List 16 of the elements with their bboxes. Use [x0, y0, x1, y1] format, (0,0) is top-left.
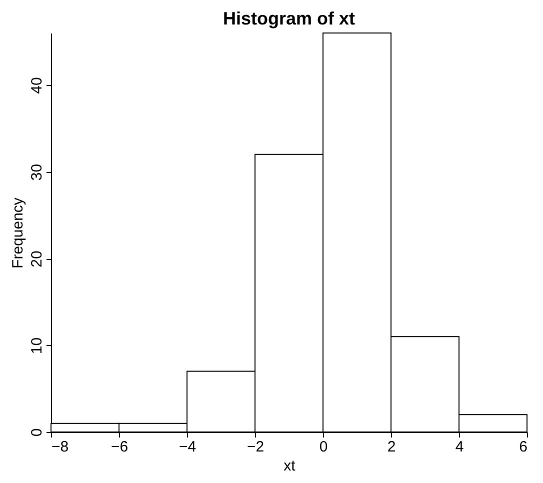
x-tick-label: 6: [519, 438, 528, 456]
chart-title: Histogram of xt: [222, 8, 356, 28]
y-tick-label: 30: [28, 164, 46, 181]
y-tick-label: 10: [28, 337, 46, 354]
x-tick-label: −4: [178, 438, 196, 456]
y-axis-title: Frequency: [10, 197, 26, 268]
x-tick-label: 2: [387, 438, 396, 456]
x-tick-label: −6: [110, 438, 128, 456]
x-tick-label: −2: [246, 438, 264, 456]
x-tick-label: 4: [455, 438, 464, 456]
y-tick-label: 0: [28, 428, 46, 437]
x-tick-label: 0: [319, 438, 328, 456]
x-tick-label: −8: [52, 438, 69, 456]
y-tick-label: 40: [28, 77, 46, 94]
y-tick-label: 20: [28, 250, 46, 268]
x-axis-title: xt: [284, 458, 296, 474]
